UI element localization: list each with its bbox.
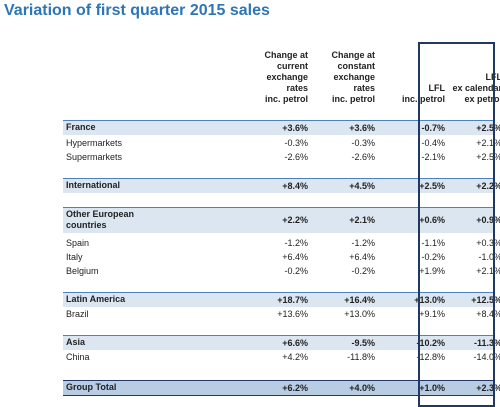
cell: -14.0% — [473, 352, 500, 362]
cell: +1.9% — [419, 266, 445, 276]
cell: -0.2% — [351, 266, 375, 276]
column-header: rates — [286, 83, 308, 93]
cell: +9.1% — [419, 309, 445, 319]
section-label: France — [66, 122, 96, 132]
highlight-box — [418, 42, 495, 407]
column-header: Change at — [331, 50, 375, 60]
section-label: Group Total — [66, 382, 117, 392]
column-header: inc. petrol — [401, 94, 445, 104]
column-header: Change at — [264, 50, 308, 60]
cell: +2.1% — [476, 138, 500, 148]
cell: -11.3% — [473, 337, 500, 348]
cell: -0.7% — [421, 122, 445, 133]
cell: +13.0% — [344, 309, 375, 319]
cell: +8.4% — [282, 180, 308, 191]
column-header: current — [276, 61, 308, 71]
column-header: rates — [353, 83, 375, 93]
row-label: Hypermarkets — [66, 138, 123, 148]
cell: +2.3% — [476, 382, 500, 393]
column-header: inc. petrol — [331, 94, 375, 104]
cell: -12.8% — [416, 352, 445, 362]
row-label: Belgium — [66, 266, 99, 276]
total-band — [63, 380, 493, 396]
cell: +6.4% — [282, 252, 308, 262]
section-label: Other European countries — [66, 209, 135, 230]
row-label: Spain — [66, 238, 90, 248]
section-band — [63, 335, 493, 350]
cell: -0.2% — [421, 252, 445, 262]
cell: +3.6% — [282, 122, 308, 133]
cell: -0.3% — [284, 138, 308, 148]
cell: +4.5% — [349, 180, 375, 191]
cell: -2.6% — [284, 152, 308, 162]
column-header: inc. petrol — [264, 94, 308, 104]
cell: +2.2% — [282, 215, 308, 225]
cell: -9.5% — [351, 337, 375, 348]
cell: +6.6% — [282, 337, 308, 348]
cell: -10.2% — [416, 337, 445, 348]
cell: +6.2% — [282, 382, 308, 393]
cell: +13.6% — [277, 309, 308, 319]
cell: +4.0% — [349, 382, 375, 393]
section-band — [63, 292, 493, 307]
cell: +0.6% — [419, 215, 445, 225]
cell: -0.2% — [284, 266, 308, 276]
title: Variation of first quarter 2015 sales — [4, 2, 270, 19]
cell: +2.1% — [476, 266, 500, 276]
cell: +6.4% — [349, 252, 375, 262]
column-header: ex petrol — [464, 94, 500, 104]
cell: -0.4% — [421, 138, 445, 148]
column-header: LFL — [485, 72, 500, 82]
section-band — [63, 120, 493, 135]
section-label: International — [66, 180, 121, 190]
cell: -11.8% — [347, 352, 375, 362]
cell: +2.5% — [476, 122, 500, 133]
cell: +2.5% — [419, 180, 445, 191]
row-label: Supermarkets — [66, 152, 123, 162]
column-header: LFL — [428, 83, 446, 93]
row-label: Brazil — [66, 309, 89, 319]
section-band — [63, 178, 493, 193]
cell: +2.5% — [476, 152, 500, 162]
section-band — [63, 207, 493, 233]
cell: -2.6% — [351, 152, 375, 162]
column-header: constant — [337, 61, 375, 71]
cell: +0.9% — [476, 215, 500, 225]
cell: +2.2% — [476, 180, 500, 191]
column-header: exchange — [333, 72, 375, 82]
cell: +8.4% — [476, 309, 500, 319]
cell: +0.3% — [476, 238, 500, 248]
row-label: China — [66, 352, 90, 362]
cell: +4.2% — [282, 352, 308, 362]
cell: +13.0% — [414, 294, 445, 305]
cell: +3.6% — [349, 122, 375, 133]
cell: -1.2% — [351, 238, 375, 248]
cell: -2.1% — [421, 152, 445, 162]
cell: -1.0% — [478, 252, 500, 262]
cell: +12.5% — [471, 294, 500, 305]
cell: -0.3% — [351, 138, 375, 148]
cell: +16.4% — [344, 294, 375, 305]
row-label: Italy — [66, 252, 83, 262]
cell: -1.2% — [284, 238, 308, 248]
column-header: exchange — [266, 72, 308, 82]
section-label: Asia — [66, 337, 86, 347]
cell: +18.7% — [277, 294, 308, 305]
cell: +2.1% — [349, 215, 375, 225]
cell: -1.1% — [421, 238, 445, 248]
cell: +1.0% — [419, 382, 445, 393]
column-header: ex calendar — [452, 83, 500, 93]
section-label: Latin America — [66, 294, 126, 304]
